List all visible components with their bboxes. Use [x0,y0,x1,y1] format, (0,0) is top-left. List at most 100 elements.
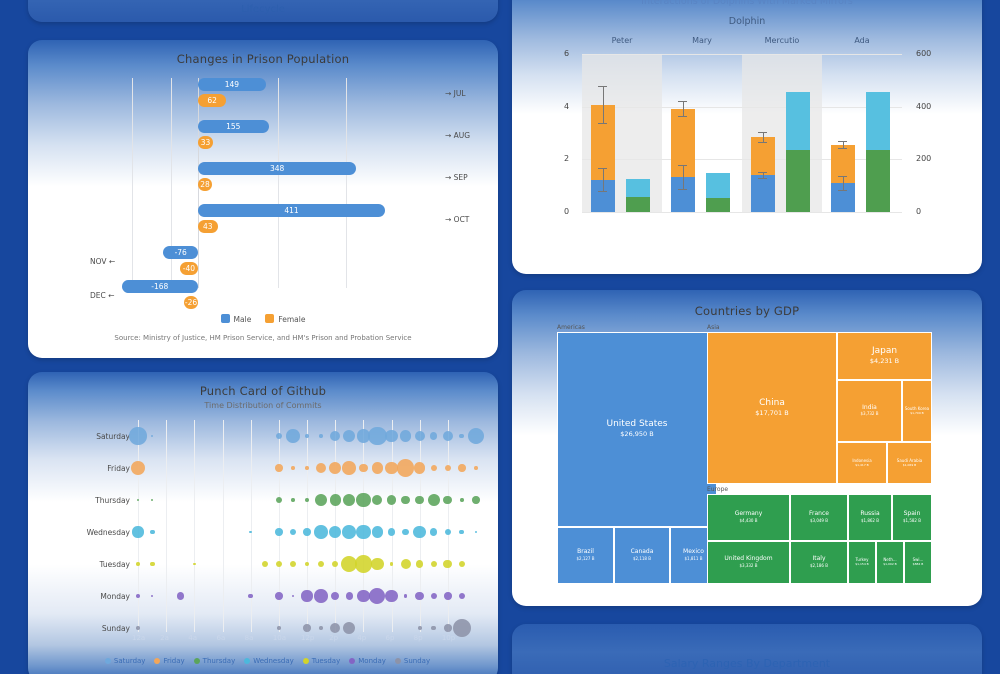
punch-dot[interactable] [341,555,358,573]
punch-legend-item[interactable]: Friday [145,657,185,665]
punch-dot[interactable] [389,562,394,566]
punch-dot[interactable] [332,560,339,568]
punch-dot[interactable] [303,528,311,536]
punch-dot[interactable] [328,461,342,475]
punch-dot[interactable] [371,557,384,571]
punch-dot[interactable] [314,493,328,507]
treemap-tile[interactable]: United Kingdom $3,332 B [707,541,790,584]
treemap-tile[interactable]: Germany $4,430 B [707,494,790,541]
treemap-tile[interactable]: Canada $2,118 B [614,527,670,584]
punch-dot[interactable] [452,618,472,638]
dolphin-bar[interactable] [786,91,810,150]
punch-dot[interactable] [329,494,341,506]
punch-dot[interactable] [472,496,480,504]
punch-dot[interactable] [403,594,408,598]
dolphin-bar[interactable] [706,172,730,198]
punch-dot[interactable] [459,433,465,439]
punch-dot[interactable] [474,530,478,534]
punch-dot[interactable] [430,464,437,472]
punch-dot[interactable] [414,431,425,441]
punch-legend-item[interactable]: Thursday [185,657,235,665]
punch-dot[interactable] [430,528,438,536]
punch-dot[interactable] [305,434,309,438]
punch-dot[interactable] [319,434,323,438]
punch-dot[interactable] [443,559,453,569]
punch-dot[interactable] [415,591,424,601]
punch-dot[interactable] [291,466,295,470]
dolphin-bar[interactable] [866,149,890,212]
dolphin-bar[interactable] [750,136,775,176]
punch-legend-item[interactable]: Wednesday [235,657,294,665]
punch-dot[interactable] [444,464,451,472]
punch-dot[interactable] [248,593,254,599]
punch-dot[interactable] [355,492,371,508]
punch-dot[interactable] [443,495,453,505]
treemap-tile[interactable]: Saudi Arabia $1,069 B [887,442,932,484]
treemap-tile[interactable]: Japan $4,231 B [837,332,932,380]
punch-dot[interactable] [314,525,328,539]
punch-dot[interactable] [474,466,478,470]
punch-dot[interactable] [328,525,342,539]
treemap-tile[interactable]: Neth... $1,092 B [876,541,904,584]
punch-dot[interactable] [368,426,387,446]
punch-dot[interactable] [286,429,300,443]
punch-dot[interactable] [354,555,372,573]
dolphin-bar[interactable] [626,196,650,212]
punch-dot[interactable] [316,463,327,473]
prison-bar[interactable]: 33 [198,136,213,149]
punch-dot[interactable] [275,496,282,504]
dolphin-bar[interactable] [626,179,650,197]
punch-dot[interactable] [342,461,357,475]
punch-dot[interactable] [444,592,452,600]
prison-bar[interactable]: 62 [198,94,227,107]
punch-dot[interactable] [129,427,147,445]
dolphin-bar[interactable] [706,197,730,212]
punch-dot[interactable] [304,561,310,567]
punch-dot[interactable] [330,431,341,441]
treemap-tile[interactable]: France $3,049 B [790,494,848,541]
treemap-tile[interactable]: Spain $1,582 B [892,494,932,541]
punch-dot[interactable] [317,560,325,568]
punch-dot[interactable] [444,528,451,536]
punch-dot[interactable] [442,431,453,441]
punch-dot[interactable] [193,562,196,566]
punch-dot[interactable] [430,560,437,568]
punch-dot[interactable] [415,495,424,505]
punch-dot[interactable] [413,525,426,539]
prison-bar[interactable]: -26 [184,296,198,309]
punch-dot[interactable] [343,493,356,507]
punch-dot[interactable] [150,498,154,502]
punch-dot[interactable] [356,429,371,443]
dolphin-bar[interactable] [750,175,775,212]
punch-dot[interactable] [431,625,437,631]
punch-dot[interactable] [400,430,412,442]
punch-dot[interactable] [135,593,141,599]
punch-dot[interactable] [467,427,485,445]
prison-bar[interactable]: 155 [198,120,269,133]
punch-dot[interactable] [444,624,452,632]
punch-dot[interactable] [396,459,415,477]
prison-bar[interactable]: -168 [121,280,198,293]
treemap-tile[interactable]: India $3,732 B [837,380,902,442]
punch-dot[interactable] [330,591,340,601]
punch-dot[interactable] [304,497,310,503]
punch-dot[interactable] [136,498,140,502]
punch-dot[interactable] [355,524,371,540]
punch-dot[interactable] [358,463,368,473]
treemap-tile[interactable]: Russia $1,862 B [848,494,892,541]
punch-dot[interactable] [303,624,311,632]
punch-dot[interactable] [275,592,283,600]
punch-dot[interactable] [342,525,357,539]
punch-dot[interactable] [176,592,184,600]
punch-dot[interactable] [357,589,370,603]
punch-dot[interactable] [430,592,437,600]
treemap-tile[interactable]: South Korea $1,709 B [902,380,932,442]
punch-legend-item[interactable]: Sunday [386,657,430,665]
punch-dot[interactable] [136,562,140,566]
prison-bar[interactable]: 348 [198,162,357,175]
treemap-tile[interactable]: Swi... $884 B [904,541,932,584]
punch-dot[interactable] [149,529,155,535]
punch-dot[interactable] [385,589,398,603]
treemap-tile[interactable]: Turkey $1,154 B [848,541,876,584]
punch-dot[interactable] [289,528,296,536]
